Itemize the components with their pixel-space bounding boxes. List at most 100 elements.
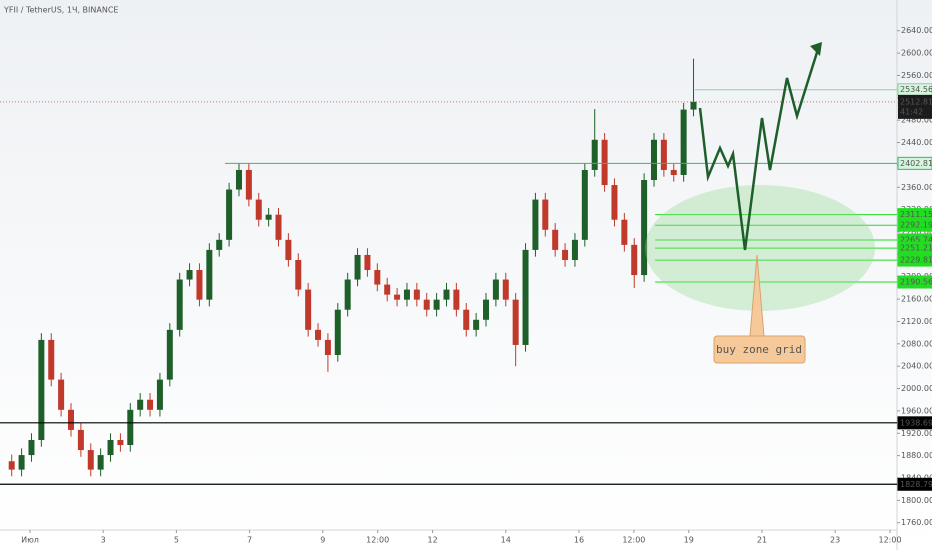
candle-body (552, 229, 559, 250)
x-tick-label: 12:00 (879, 536, 902, 545)
level-label: 2292.19 (900, 221, 932, 230)
candle-body (660, 139, 667, 170)
x-tick-label: Июл (21, 536, 39, 545)
candle-body (245, 169, 252, 200)
candle-body (631, 244, 638, 276)
candle-body (690, 101, 697, 110)
level-label: 2402.81 (900, 159, 932, 168)
y-tick-label: 1760.00 (901, 518, 932, 527)
candle-body (384, 284, 391, 295)
candle-body (571, 239, 578, 260)
y-tick-label: 1920.00 (901, 429, 932, 438)
x-tick-label: 16 (574, 536, 584, 545)
level-label: 1828.79 (900, 480, 932, 489)
candle-body (334, 309, 341, 356)
candle-body (423, 299, 430, 310)
candle-body (235, 169, 242, 190)
plot-area (0, 58, 897, 485)
candle-body (532, 199, 539, 250)
callout-box (713, 335, 806, 364)
level-label-bg (897, 416, 932, 430)
candle-body (364, 254, 371, 271)
candle-body (394, 294, 401, 300)
candle-body (67, 409, 74, 430)
candle-body (611, 185, 618, 220)
candle-body (453, 289, 460, 310)
candle-body (107, 439, 114, 456)
candle-body (463, 309, 470, 330)
candle-body (413, 289, 420, 300)
level-label-bg (897, 218, 932, 232)
last-price-label-bg (898, 94, 932, 119)
candle-body (166, 329, 173, 380)
y-tick-label: 2080.00 (901, 339, 932, 348)
candle-body (344, 279, 351, 310)
candle-body (265, 214, 272, 220)
candle-body (117, 439, 124, 446)
candle-body (77, 429, 84, 451)
level-label: 2229.81 (900, 256, 932, 265)
candle-body (403, 289, 410, 300)
candle-body (374, 270, 381, 285)
candle-body (492, 279, 499, 300)
x-tick-label: 19 (684, 536, 694, 545)
candle-body (48, 339, 55, 380)
candle-body (87, 450, 94, 470)
projection-arrow (698, 45, 821, 251)
level-label-bg (897, 275, 932, 289)
x-tick-label: 14 (501, 536, 511, 545)
level-label: 2534.56 (900, 85, 932, 94)
level-label-bg (897, 253, 932, 267)
annotation-text: buy zone grid (716, 343, 802, 356)
x-tick-label: 12:00 (622, 536, 645, 545)
y-tick-label: 2280.00 (901, 228, 932, 237)
y-tick-label: 2120.00 (901, 317, 932, 326)
candle-body (670, 169, 677, 175)
candle-body (58, 379, 65, 410)
y-tick-label: 2160.00 (901, 295, 932, 304)
x-tick-label: 5 (174, 536, 179, 545)
candle-body (176, 279, 183, 330)
candle-body (512, 299, 519, 345)
level-label-bg (897, 477, 932, 491)
candle-body (186, 270, 193, 280)
candle-body (641, 180, 648, 276)
level-label: 2251.21 (900, 244, 932, 253)
candle-body (295, 259, 302, 290)
candle-body (147, 399, 154, 410)
candle-body (18, 455, 25, 470)
level-label: 1938.69 (900, 418, 932, 427)
y-tick-label: 2560.00 (901, 71, 932, 80)
x-tick-label: 21 (757, 536, 767, 545)
candle-body (137, 399, 144, 410)
candle-body (315, 329, 322, 340)
countdown-label: 41:42 (900, 107, 923, 116)
x-tick-label: 9 (320, 536, 325, 545)
candle-body (433, 299, 440, 310)
candle-body (650, 139, 657, 181)
buy-zone-ellipse (645, 185, 875, 311)
y-tick-label: 1880.00 (901, 451, 932, 460)
candle-body (97, 455, 104, 470)
candle-body (621, 219, 628, 245)
candle-body (285, 239, 292, 260)
candle-body (354, 254, 361, 280)
candle-body (581, 169, 588, 240)
level-label: 2265.74 (900, 235, 932, 244)
x-tick-label: 7 (247, 536, 252, 545)
candle-body (502, 279, 509, 300)
x-tick-label: 3 (101, 536, 106, 545)
candle-body (28, 439, 35, 456)
candle-body (156, 379, 163, 410)
candle-body (38, 339, 45, 440)
y-tick-label: 1960.00 (901, 406, 932, 415)
candle-body (443, 289, 450, 300)
candle-body (196, 270, 203, 300)
x-tick-label: 12:00 (366, 536, 389, 545)
y-tick-label: 2000.00 (901, 384, 932, 393)
candle-body (324, 339, 331, 356)
candle-body (275, 214, 282, 240)
level-label: 2311.15 (900, 210, 932, 219)
